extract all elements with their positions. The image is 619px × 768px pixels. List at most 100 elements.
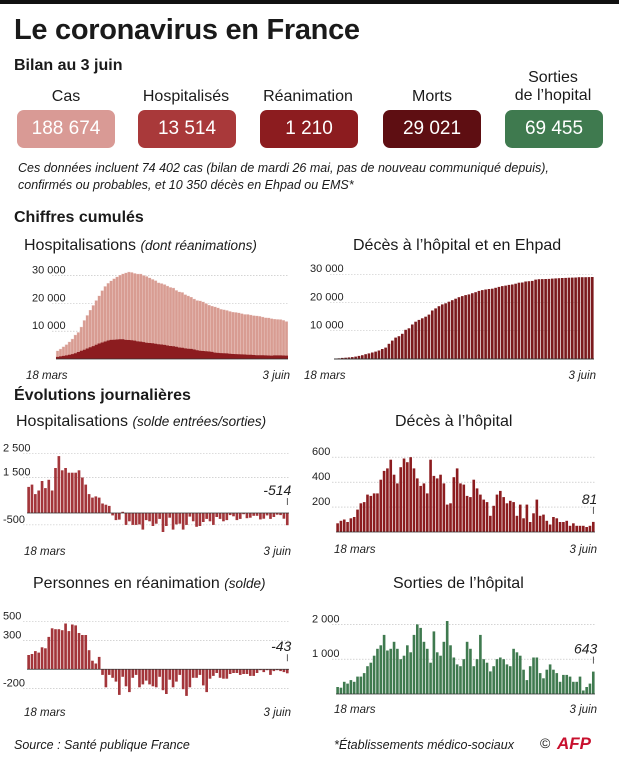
chart-title-deaths-cum: Décès à l’hôpital et en Ehpad <box>353 237 562 254</box>
hosp_daily-bar <box>252 513 256 516</box>
icu_daily-bar <box>279 669 282 672</box>
deaths_daily-bar <box>459 483 462 532</box>
deaths_cum-bar <box>407 328 411 359</box>
hosp_daily-bar <box>91 497 94 513</box>
deaths_cum-bar <box>397 336 401 359</box>
deaths_daily-bar <box>585 527 588 532</box>
hosp_daily-bar <box>235 513 239 521</box>
icu_daily-bar <box>144 669 148 681</box>
discharge_daily-bar <box>389 648 393 694</box>
deaths_daily-bar <box>362 502 366 532</box>
deaths_daily-bar <box>518 504 522 532</box>
hosp_daily-bar <box>158 513 161 519</box>
deaths_daily-bar <box>591 521 595 532</box>
hosp_daily-bar <box>117 513 121 520</box>
hosp_daily-bar <box>175 513 178 525</box>
icu_daily-bar <box>44 648 47 670</box>
deaths_cum-bar <box>414 321 417 359</box>
stat-label-sorties-line2: de l’hopital <box>514 87 592 104</box>
deaths_cum-bar <box>497 286 501 359</box>
deaths_daily-bar <box>475 488 479 532</box>
deaths_daily-bar <box>562 522 565 532</box>
icu_daily-bar <box>87 650 91 670</box>
deaths_cum-bar <box>444 303 447 359</box>
deaths_cum-bar <box>360 355 364 359</box>
icu_daily-bar <box>154 669 158 688</box>
icu_daily-bar <box>67 631 71 670</box>
hosp_daily-bar <box>228 513 232 516</box>
hosp_daily-bar <box>87 494 91 514</box>
deaths_daily-bar <box>442 483 446 532</box>
deaths_daily-bar <box>366 494 369 532</box>
deaths_daily-bar <box>512 502 515 532</box>
hosp_daily-bar <box>238 513 242 519</box>
discharge_daily-bar <box>572 681 575 694</box>
deaths_cum-bar <box>437 306 441 359</box>
deaths_cum-bar <box>410 324 414 359</box>
discharge_daily-bar <box>445 621 449 694</box>
hosp_daily-bar <box>255 513 259 516</box>
hosp_daily-bar <box>225 513 229 521</box>
chart-title-hosp-daily-main: Hospitalisations <box>16 413 129 430</box>
deaths_daily-bar <box>508 500 512 532</box>
deaths_cum-bar <box>527 281 531 359</box>
data-note: Ces données incluent 74 402 cas (bilan d… <box>18 160 608 194</box>
deaths_cum-bar <box>584 277 587 359</box>
deaths_daily-bar <box>399 467 403 532</box>
deaths_daily-bar <box>499 490 502 532</box>
icu_daily-bar <box>262 669 266 673</box>
hosp_daily-bar <box>124 513 128 525</box>
discharge_daily-bar <box>419 627 422 694</box>
hosp_daily-ytick-label: 2 500 <box>3 443 31 455</box>
deaths_cum-bar <box>430 310 434 359</box>
stat-box-reanimation: 1 210 <box>260 110 358 148</box>
stat-label-sorties: Sorties de l’hopital <box>488 69 618 105</box>
deaths_daily-bar <box>402 458 406 532</box>
hosp_cum-x-end-label: 3 juin <box>263 370 291 382</box>
icu_daily-bar <box>148 669 151 685</box>
hosp_daily-bar <box>84 484 88 514</box>
icu_daily-bar <box>195 669 198 678</box>
deaths_daily-bar <box>346 522 349 532</box>
hosp_daily-bar <box>44 488 47 513</box>
icu_daily-bar <box>37 652 41 670</box>
deaths_cum-bar <box>560 278 564 359</box>
deaths_daily-bar <box>525 504 529 532</box>
deaths_cum-bar <box>570 277 574 359</box>
hosp_daily-bar <box>138 513 141 525</box>
discharge_daily-bar <box>465 641 469 694</box>
discharge_daily-bar <box>386 650 389 694</box>
data-note-line2: confirmés ou probables, et 10 350 décès … <box>18 178 354 192</box>
deaths_cum-ytick-label: 20 000 <box>310 291 344 303</box>
hosp_daily-bar <box>208 513 212 522</box>
deaths_daily-last-value-label: 81 <box>582 491 598 507</box>
deaths_daily-bar <box>469 497 472 532</box>
stat-label-reanimation: Réanimation <box>263 88 353 105</box>
chart-title-hosp-cum-note: (dont réanimations) <box>140 238 257 253</box>
discharge_daily-bar <box>336 687 339 694</box>
icu_daily-bar <box>178 669 182 675</box>
hosp_daily-bar <box>178 513 182 524</box>
discharge_daily-bar <box>469 648 472 694</box>
deaths_cum-bar <box>350 357 354 359</box>
deaths_daily-bar <box>528 522 532 532</box>
hosp_daily-bar <box>265 513 269 516</box>
icu_daily-bar <box>114 669 118 682</box>
discharge_daily-bar <box>582 690 585 694</box>
deaths_cum-bar <box>364 354 367 359</box>
discharge_daily-bar <box>502 659 505 694</box>
deaths_daily-bar <box>389 459 393 532</box>
hosp_daily-bar <box>54 468 57 514</box>
icu_daily-bar <box>151 669 155 687</box>
icu_daily-bar <box>285 669 289 674</box>
deaths_cum-bar <box>344 357 347 359</box>
chart-title-hosp-cum-main: Hospitalisations <box>24 237 137 254</box>
deaths_cum-bar <box>480 290 484 359</box>
stat-label-sorties-line1: Sorties <box>528 69 578 86</box>
discharge_daily-bar <box>406 645 409 694</box>
deaths_cum-bar <box>580 277 584 359</box>
discharge_daily-bar <box>538 673 542 694</box>
icu_daily-bar <box>201 669 205 686</box>
deaths_daily-bar <box>472 479 476 532</box>
icu_daily-bar <box>104 669 108 688</box>
